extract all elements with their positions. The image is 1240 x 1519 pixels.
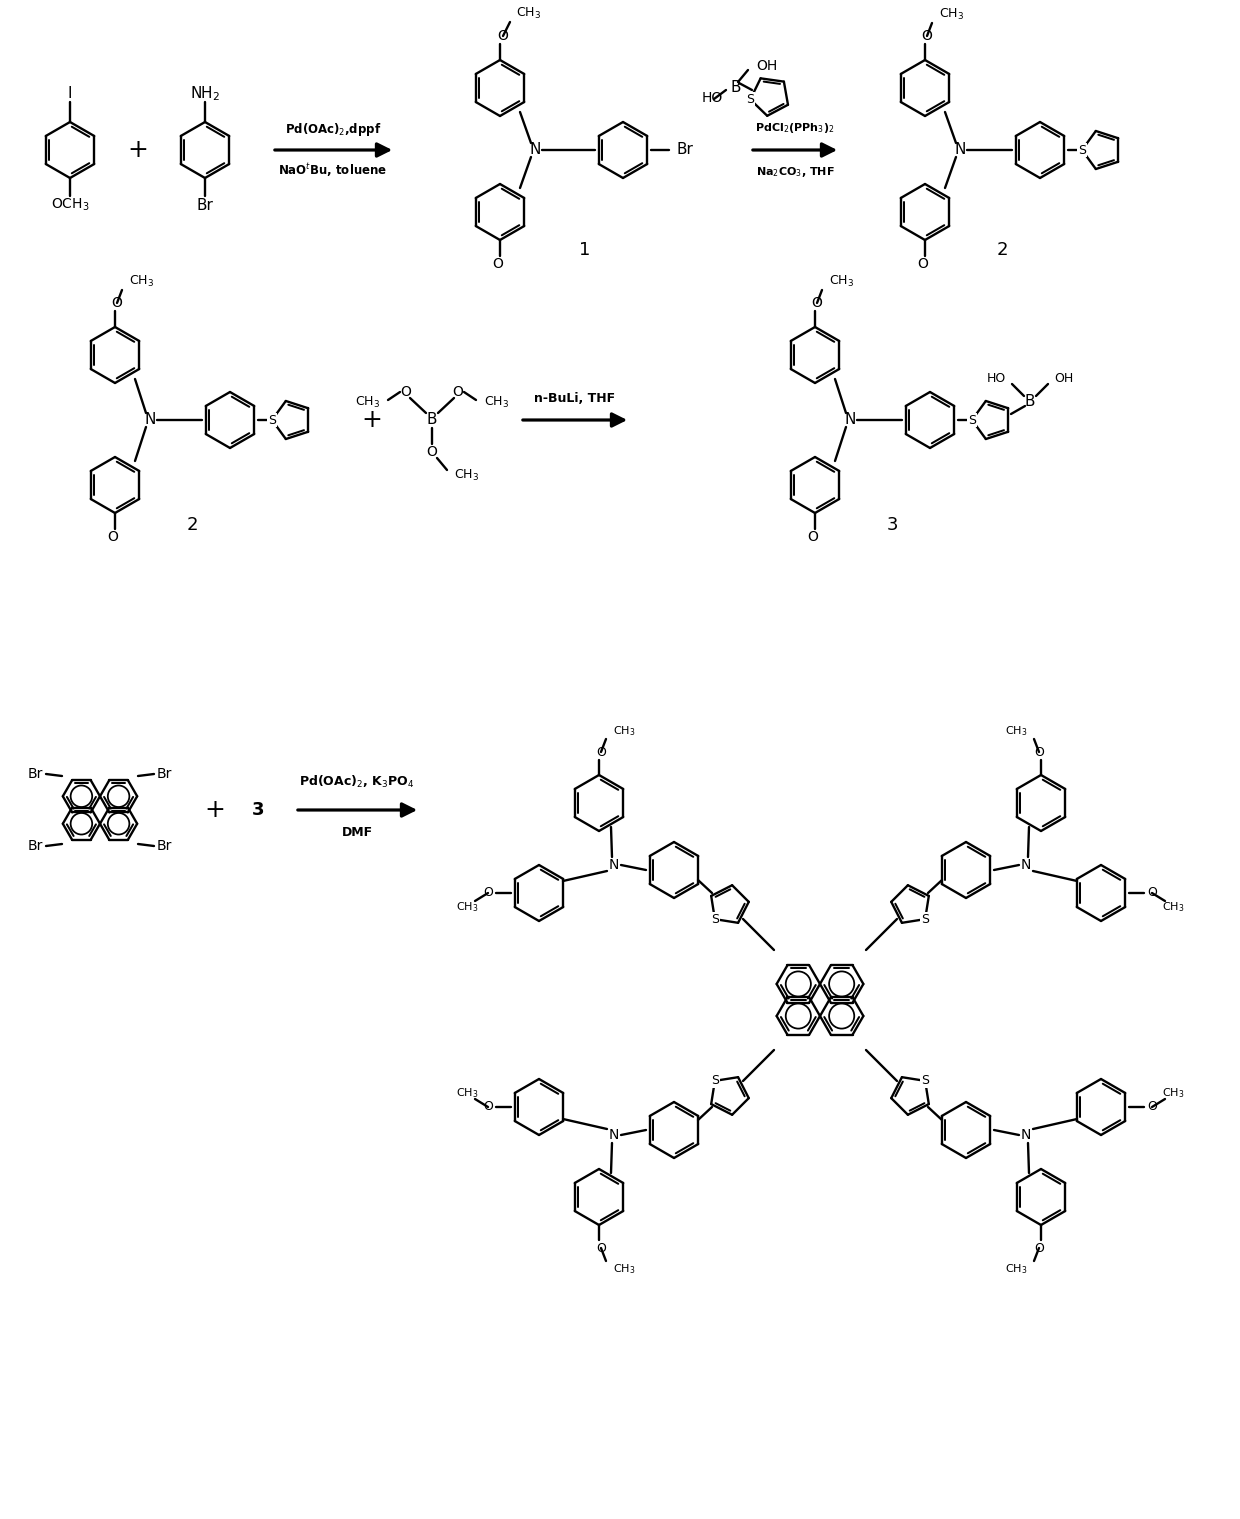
Text: 3: 3	[887, 516, 898, 535]
Text: Pd(OAc)$_2$, K$_3$PO$_4$: Pd(OAc)$_2$, K$_3$PO$_4$	[300, 775, 414, 790]
Text: N: N	[1021, 1129, 1032, 1142]
Text: OCH$_3$: OCH$_3$	[51, 197, 89, 213]
Text: S: S	[921, 913, 929, 925]
Text: Br: Br	[27, 767, 43, 781]
Text: DMF: DMF	[341, 825, 372, 838]
Text: O: O	[1147, 1100, 1157, 1113]
Text: O: O	[807, 530, 818, 544]
Text: HO: HO	[702, 91, 723, 105]
Text: O: O	[484, 1100, 494, 1113]
Text: Br: Br	[27, 838, 43, 854]
Text: O: O	[1034, 746, 1044, 758]
Text: CH$_3$: CH$_3$	[355, 395, 379, 410]
Text: CH$_3$: CH$_3$	[613, 725, 635, 738]
Text: CH$_3$: CH$_3$	[454, 468, 479, 483]
Text: N: N	[609, 1129, 619, 1142]
Text: S: S	[968, 413, 976, 427]
Text: CH$_3$: CH$_3$	[1004, 725, 1027, 738]
Text: O: O	[1034, 1241, 1044, 1255]
Text: O: O	[811, 296, 822, 310]
Text: O: O	[596, 1241, 606, 1255]
Text: +: +	[205, 797, 226, 822]
Text: S: S	[1078, 143, 1086, 156]
Text: N: N	[144, 413, 156, 427]
Text: Pd(OAc)$_2$,dppf: Pd(OAc)$_2$,dppf	[285, 122, 381, 138]
Text: CH$_3$: CH$_3$	[456, 1086, 479, 1100]
Text: Br: Br	[157, 838, 172, 854]
Text: CH$_3$: CH$_3$	[939, 6, 965, 21]
Text: S: S	[746, 93, 754, 106]
Text: OH: OH	[756, 59, 777, 73]
Text: O: O	[112, 296, 123, 310]
Text: 1: 1	[579, 242, 590, 260]
Text: OH: OH	[1054, 372, 1074, 384]
Text: Br: Br	[157, 767, 172, 781]
Text: O: O	[1147, 887, 1157, 899]
Text: CH$_3$: CH$_3$	[830, 273, 854, 289]
Text: Na$_2$CO$_3$, THF: Na$_2$CO$_3$, THF	[755, 166, 835, 179]
Text: CH$_3$: CH$_3$	[456, 901, 479, 914]
Text: B: B	[1024, 395, 1035, 410]
Text: N: N	[609, 858, 619, 872]
Text: 2: 2	[996, 242, 1008, 260]
Text: S: S	[268, 413, 277, 427]
Text: Br: Br	[677, 143, 694, 158]
Text: n-BuLi, THF: n-BuLi, THF	[534, 392, 615, 404]
Text: O: O	[484, 887, 494, 899]
Text: O: O	[427, 445, 438, 459]
Text: CH$_3$: CH$_3$	[1162, 1086, 1184, 1100]
Text: CH$_3$: CH$_3$	[516, 6, 541, 21]
Text: O: O	[596, 746, 606, 758]
Text: NH$_2$: NH$_2$	[190, 85, 221, 103]
Text: 3: 3	[252, 801, 264, 819]
Text: CH$_3$: CH$_3$	[129, 273, 154, 289]
Text: S: S	[921, 1074, 929, 1088]
Text: B: B	[427, 413, 438, 427]
Text: 2: 2	[186, 516, 197, 535]
Text: B: B	[732, 81, 742, 96]
Text: O: O	[453, 384, 464, 399]
Text: O: O	[401, 384, 412, 399]
Text: N: N	[1021, 858, 1032, 872]
Text: N: N	[844, 413, 856, 427]
Text: CH$_3$: CH$_3$	[1162, 901, 1184, 914]
Text: I: I	[68, 87, 72, 102]
Text: O: O	[108, 530, 119, 544]
Text: N: N	[955, 143, 966, 158]
Text: O: O	[918, 257, 929, 270]
Text: O: O	[921, 29, 932, 43]
Text: O: O	[497, 29, 508, 43]
Text: CH$_3$: CH$_3$	[1004, 1262, 1027, 1276]
Text: NaO$^t$Bu, toluene: NaO$^t$Bu, toluene	[279, 161, 388, 179]
Text: N: N	[529, 143, 541, 158]
Text: Br: Br	[197, 197, 213, 213]
Text: CH$_3$: CH$_3$	[613, 1262, 635, 1276]
Text: S: S	[711, 913, 719, 925]
Text: PdCl$_2$(PPh$_3$)$_2$: PdCl$_2$(PPh$_3$)$_2$	[755, 122, 835, 135]
Text: +: +	[362, 409, 382, 431]
Text: +: +	[128, 138, 149, 163]
Text: HO: HO	[987, 372, 1006, 384]
Text: O: O	[492, 257, 503, 270]
Text: CH$_3$: CH$_3$	[484, 395, 510, 410]
Text: S: S	[711, 1074, 719, 1088]
